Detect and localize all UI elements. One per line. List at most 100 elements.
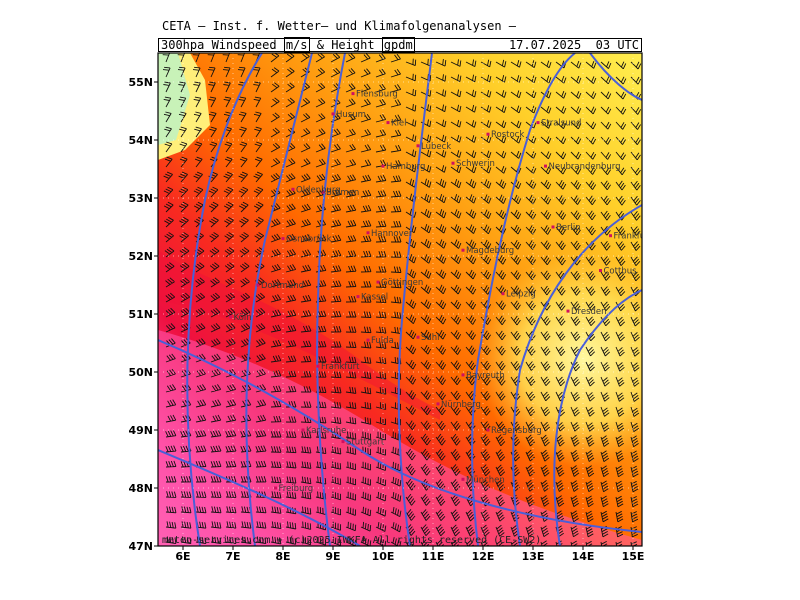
height-contour-line bbox=[158, 449, 361, 546]
height-contour-line bbox=[245, 53, 313, 546]
latitude-labels: 55N 54N 53N 52N 51N 50N 49N 48N 47N bbox=[128, 76, 158, 553]
city-marker bbox=[451, 161, 455, 165]
city-marker bbox=[316, 364, 320, 368]
height-contour-line bbox=[512, 204, 642, 546]
city-label: Cottbus bbox=[604, 267, 638, 277]
height-contour-line bbox=[316, 53, 346, 546]
lat-lon-grid bbox=[158, 53, 642, 546]
city-marker bbox=[301, 428, 305, 432]
unit-label-2: gpdm bbox=[381, 37, 415, 53]
city-label: Kassel bbox=[361, 293, 388, 303]
height-contour-line bbox=[589, 53, 642, 101]
city-label: Nürnberg bbox=[441, 400, 481, 410]
city-label: Dortmund bbox=[261, 281, 304, 291]
city-label: Berlin bbox=[556, 223, 581, 233]
city-label: Hannover bbox=[371, 229, 413, 239]
city-label: Bayreuth bbox=[466, 371, 505, 381]
city-label: Regensburg bbox=[491, 426, 542, 436]
city-label: Köln bbox=[234, 313, 252, 323]
organization-title: CETA — Inst. f. Wetter— und Klimafolgena… bbox=[162, 19, 517, 33]
city-marker bbox=[366, 338, 370, 342]
longitude-labels: 6E 7E 8E 9E 10E 11E 12E 13E 14E 15E bbox=[175, 546, 644, 563]
city-label: München bbox=[466, 475, 505, 485]
city-labels: Flensburg Husum Kiel Rostock Stralsund Lübeck… bbox=[229, 90, 664, 494]
city-label: Rostock bbox=[491, 130, 524, 140]
city-label: Göttingen bbox=[381, 278, 423, 288]
city-label: Magdeburg bbox=[466, 246, 514, 256]
city-label: Leipzig bbox=[506, 290, 536, 300]
lat-label: 52N bbox=[128, 250, 153, 263]
city-marker bbox=[486, 428, 490, 432]
city-label: Lübeck bbox=[421, 142, 451, 152]
city-marker bbox=[551, 225, 555, 229]
lat-label: 48N bbox=[128, 482, 153, 495]
city-label: Hamburg bbox=[386, 162, 425, 172]
city-marker bbox=[544, 164, 547, 168]
city-marker bbox=[486, 132, 490, 136]
city-label: Karlsruhe bbox=[306, 426, 346, 436]
map-area: Flensburg Husum Kiel Rostock Stralsund Lübeck… bbox=[158, 53, 664, 546]
lat-label: 54N bbox=[128, 134, 153, 147]
city-marker bbox=[461, 373, 465, 377]
city-marker bbox=[599, 269, 602, 272]
city-label: Stuttgart bbox=[346, 438, 385, 448]
lat-label: 47N bbox=[128, 540, 153, 553]
lon-label: 6E bbox=[175, 550, 190, 563]
unit-label: m/s bbox=[283, 37, 310, 53]
windspeed-band-max bbox=[158, 330, 642, 546]
city-marker bbox=[274, 486, 277, 490]
lon-label: 9E bbox=[325, 550, 340, 563]
city-marker bbox=[381, 164, 385, 168]
city-marker bbox=[566, 309, 570, 313]
city-label: Oldenburg bbox=[296, 185, 341, 195]
city-label: Osnabrück bbox=[286, 235, 332, 245]
height-contours bbox=[158, 53, 642, 546]
city-label: Freiburg bbox=[279, 484, 314, 494]
height-contour-line bbox=[397, 53, 433, 546]
city-label: Frankfurt/O. bbox=[614, 232, 664, 242]
wind-barbs bbox=[162, 53, 642, 546]
product-header: 300hpa_Windspeed m/s & Height gpdm 17.07… bbox=[158, 37, 642, 53]
lat-label: 50N bbox=[128, 366, 153, 379]
city-marker bbox=[376, 280, 380, 284]
city-label: Fulda bbox=[371, 336, 394, 346]
city-label: Frankfurt bbox=[321, 362, 360, 372]
city-marker bbox=[291, 187, 295, 191]
city-marker bbox=[331, 112, 335, 116]
valid-datetime: 17.07.2025 03 UTC bbox=[508, 38, 639, 52]
city-marker bbox=[436, 402, 440, 406]
lon-label: 13E bbox=[522, 550, 545, 563]
city-label: Kiel bbox=[391, 119, 407, 129]
city-marker bbox=[366, 231, 370, 235]
city-marker bbox=[461, 248, 465, 252]
city-marker bbox=[356, 295, 360, 299]
city-label: Schwerin bbox=[456, 159, 495, 169]
city-marker bbox=[461, 477, 465, 481]
lat-label: 55N bbox=[128, 76, 153, 89]
city-marker bbox=[416, 144, 420, 148]
lon-label: 7E bbox=[225, 550, 240, 563]
lon-label: 12E bbox=[472, 550, 495, 563]
city-marker bbox=[321, 190, 325, 194]
city-marker bbox=[386, 121, 390, 125]
level-label: 300hpa_ bbox=[161, 38, 212, 52]
city-label: Suhl bbox=[421, 333, 440, 343]
city-marker bbox=[351, 92, 355, 96]
variable-label-2: Height bbox=[331, 38, 382, 52]
height-contour-line bbox=[186, 53, 263, 546]
city-marker bbox=[536, 121, 540, 125]
city-marker bbox=[341, 440, 345, 444]
lon-label: 15E bbox=[622, 550, 645, 563]
height-contour-line bbox=[471, 53, 576, 546]
lat-label: 49N bbox=[128, 424, 153, 437]
city-marker bbox=[609, 234, 612, 238]
lon-label: 11E bbox=[422, 550, 445, 563]
height-contour-line bbox=[553, 289, 642, 546]
city-label: Husum bbox=[336, 110, 366, 120]
variable-label: Windspeed bbox=[211, 38, 284, 52]
city-label: Stralsund bbox=[541, 119, 581, 129]
product-title: 300hpa_Windspeed m/s & Height gpdm bbox=[161, 37, 415, 53]
city-marker bbox=[416, 335, 420, 339]
city-marker bbox=[229, 315, 232, 319]
